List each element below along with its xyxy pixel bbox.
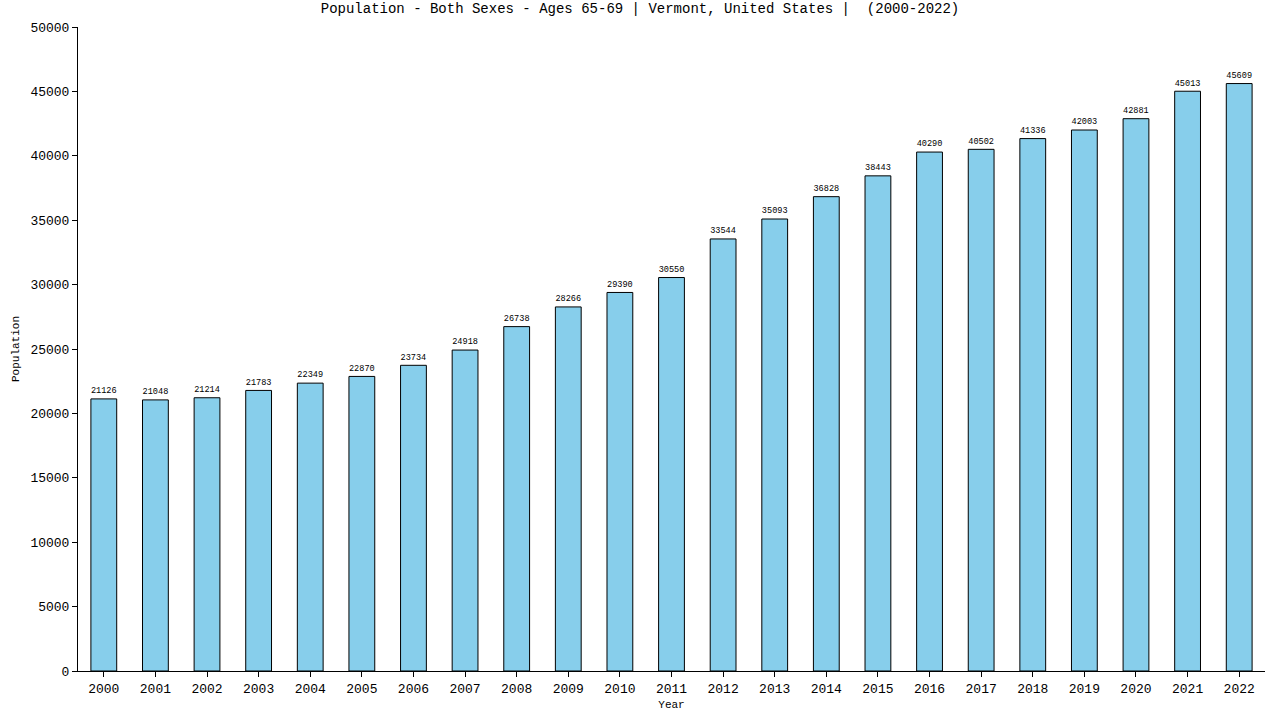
svg-text:30550: 30550 (659, 265, 685, 275)
svg-text:15000: 15000 (30, 471, 69, 486)
svg-text:2008: 2008 (501, 682, 532, 697)
svg-text:50000: 50000 (30, 21, 69, 36)
svg-text:Year: Year (658, 699, 684, 711)
svg-text:28266: 28266 (555, 294, 581, 304)
svg-text:5000: 5000 (38, 600, 69, 615)
svg-text:2002: 2002 (191, 682, 222, 697)
svg-text:22870: 22870 (349, 364, 375, 374)
svg-text:2007: 2007 (449, 682, 480, 697)
svg-text:24918: 24918 (452, 337, 478, 347)
svg-text:2006: 2006 (398, 682, 429, 697)
svg-text:22349: 22349 (297, 370, 323, 380)
svg-text:33544: 33544 (710, 226, 736, 236)
svg-text:20000: 20000 (30, 407, 69, 422)
svg-text:2015: 2015 (862, 682, 893, 697)
svg-text:2014: 2014 (811, 682, 842, 697)
svg-text:45000: 45000 (30, 85, 69, 100)
svg-text:2004: 2004 (295, 682, 326, 697)
svg-text:2020: 2020 (1120, 682, 1151, 697)
svg-text:2018: 2018 (1017, 682, 1048, 697)
svg-text:35093: 35093 (762, 206, 788, 216)
svg-text:2001: 2001 (140, 682, 171, 697)
svg-text:40502: 40502 (968, 137, 994, 147)
svg-text:2013: 2013 (759, 682, 790, 697)
svg-text:35000: 35000 (30, 214, 69, 229)
svg-text:Population - Both Sexes - Ages: Population - Both Sexes - Ages 65-69 | V… (321, 1, 960, 17)
svg-text:41336: 41336 (1020, 126, 1046, 136)
svg-text:36828: 36828 (813, 184, 839, 194)
svg-text:2021: 2021 (1172, 682, 1203, 697)
svg-text:2022: 2022 (1224, 682, 1255, 697)
svg-text:21126: 21126 (91, 386, 117, 396)
svg-text:Population: Population (10, 316, 22, 382)
svg-text:25000: 25000 (30, 343, 69, 358)
svg-text:29390: 29390 (607, 280, 633, 290)
svg-text:0: 0 (62, 665, 70, 680)
svg-text:23734: 23734 (401, 353, 427, 363)
svg-text:45013: 45013 (1175, 79, 1201, 89)
svg-text:2003: 2003 (243, 682, 274, 697)
svg-text:21783: 21783 (246, 378, 272, 388)
svg-text:42881: 42881 (1123, 106, 1149, 116)
svg-text:2012: 2012 (708, 682, 739, 697)
svg-text:2009: 2009 (553, 682, 584, 697)
svg-text:45609: 45609 (1226, 71, 1252, 81)
svg-text:40000: 40000 (30, 149, 69, 164)
svg-text:21048: 21048 (143, 387, 169, 397)
svg-text:2017: 2017 (966, 682, 997, 697)
svg-text:2019: 2019 (1069, 682, 1100, 697)
svg-text:10000: 10000 (30, 536, 69, 551)
svg-text:2010: 2010 (604, 682, 635, 697)
svg-text:2005: 2005 (346, 682, 377, 697)
svg-text:21214: 21214 (194, 385, 220, 395)
svg-text:40290: 40290 (917, 139, 943, 149)
svg-text:26738: 26738 (504, 314, 530, 324)
svg-text:38443: 38443 (865, 163, 891, 173)
svg-text:2016: 2016 (914, 682, 945, 697)
svg-text:42003: 42003 (1071, 117, 1097, 127)
svg-text:30000: 30000 (30, 278, 69, 293)
svg-text:2000: 2000 (88, 682, 119, 697)
svg-text:2011: 2011 (656, 682, 687, 697)
